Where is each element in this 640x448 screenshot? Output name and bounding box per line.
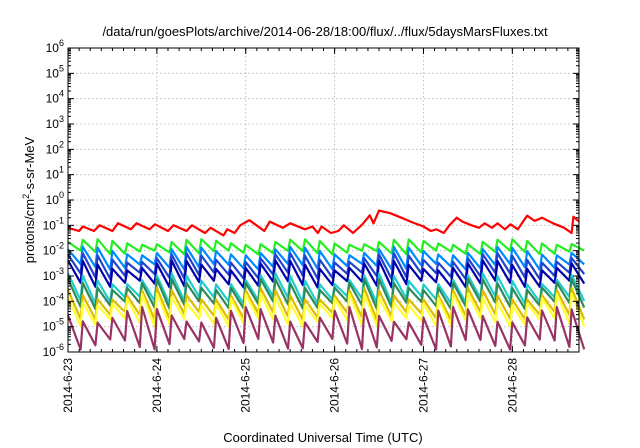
y-tick-label: 10-6 — [43, 342, 64, 359]
x-tick-label: 2014-6-24 — [150, 358, 164, 413]
y-tick-label: 10-5 — [43, 317, 64, 334]
y-tick-label: 105 — [46, 63, 64, 80]
y-tick-label: 104 — [46, 89, 64, 106]
x-tick-label: 2014-6-23 — [61, 358, 75, 413]
series-layer — [66, 209, 586, 351]
y-tick-label: 10-3 — [43, 266, 64, 283]
y-axis-title-superscript: 2 — [21, 194, 31, 199]
series-line-4 — [67, 259, 586, 289]
series-line-0 — [67, 209, 580, 237]
x-tick-label: 2014-6-28 — [505, 358, 519, 413]
y-tick-label: 103 — [46, 114, 64, 131]
x-axis-title: Coordinated Universal Time (UTC) — [223, 430, 422, 445]
y-axis-title: protons/cm2-s-sr-MeV — [21, 136, 37, 263]
series-line-1 — [67, 238, 585, 256]
y-tick-label: 10-1 — [43, 215, 64, 232]
x-tick-label: 2014-6-25 — [239, 358, 253, 413]
ticks — [67, 47, 579, 353]
y-axis-title-part2: -s-sr-MeV — [22, 136, 37, 193]
y-axis-title-part1: protons/cm — [22, 199, 37, 263]
series-line-9 — [66, 305, 586, 351]
x-tick-label: 2014-6-26 — [328, 358, 342, 413]
y-tick-label: 102 — [46, 139, 64, 156]
chart-title: /data/run/goesPlots/archive/2014-06-28/1… — [102, 24, 548, 39]
y-tick-label: 10-2 — [43, 241, 64, 258]
y-tick-label: 106 — [46, 38, 64, 55]
x-tick-label: 2014-6-27 — [416, 358, 430, 413]
y-tick-label: 101 — [46, 165, 64, 182]
y-tick-label: 10-4 — [43, 291, 64, 308]
y-tick-labels: 10-6 10-5 10-4 10-3 10-2 10-1 100 101 102 103 104 1… — [43, 38, 64, 359]
y-tick-label: 100 — [46, 190, 64, 207]
x-tick-labels: 2014-6-23 2014-6-24 2014-6-25 2014-6-26 2014… — [61, 358, 519, 413]
